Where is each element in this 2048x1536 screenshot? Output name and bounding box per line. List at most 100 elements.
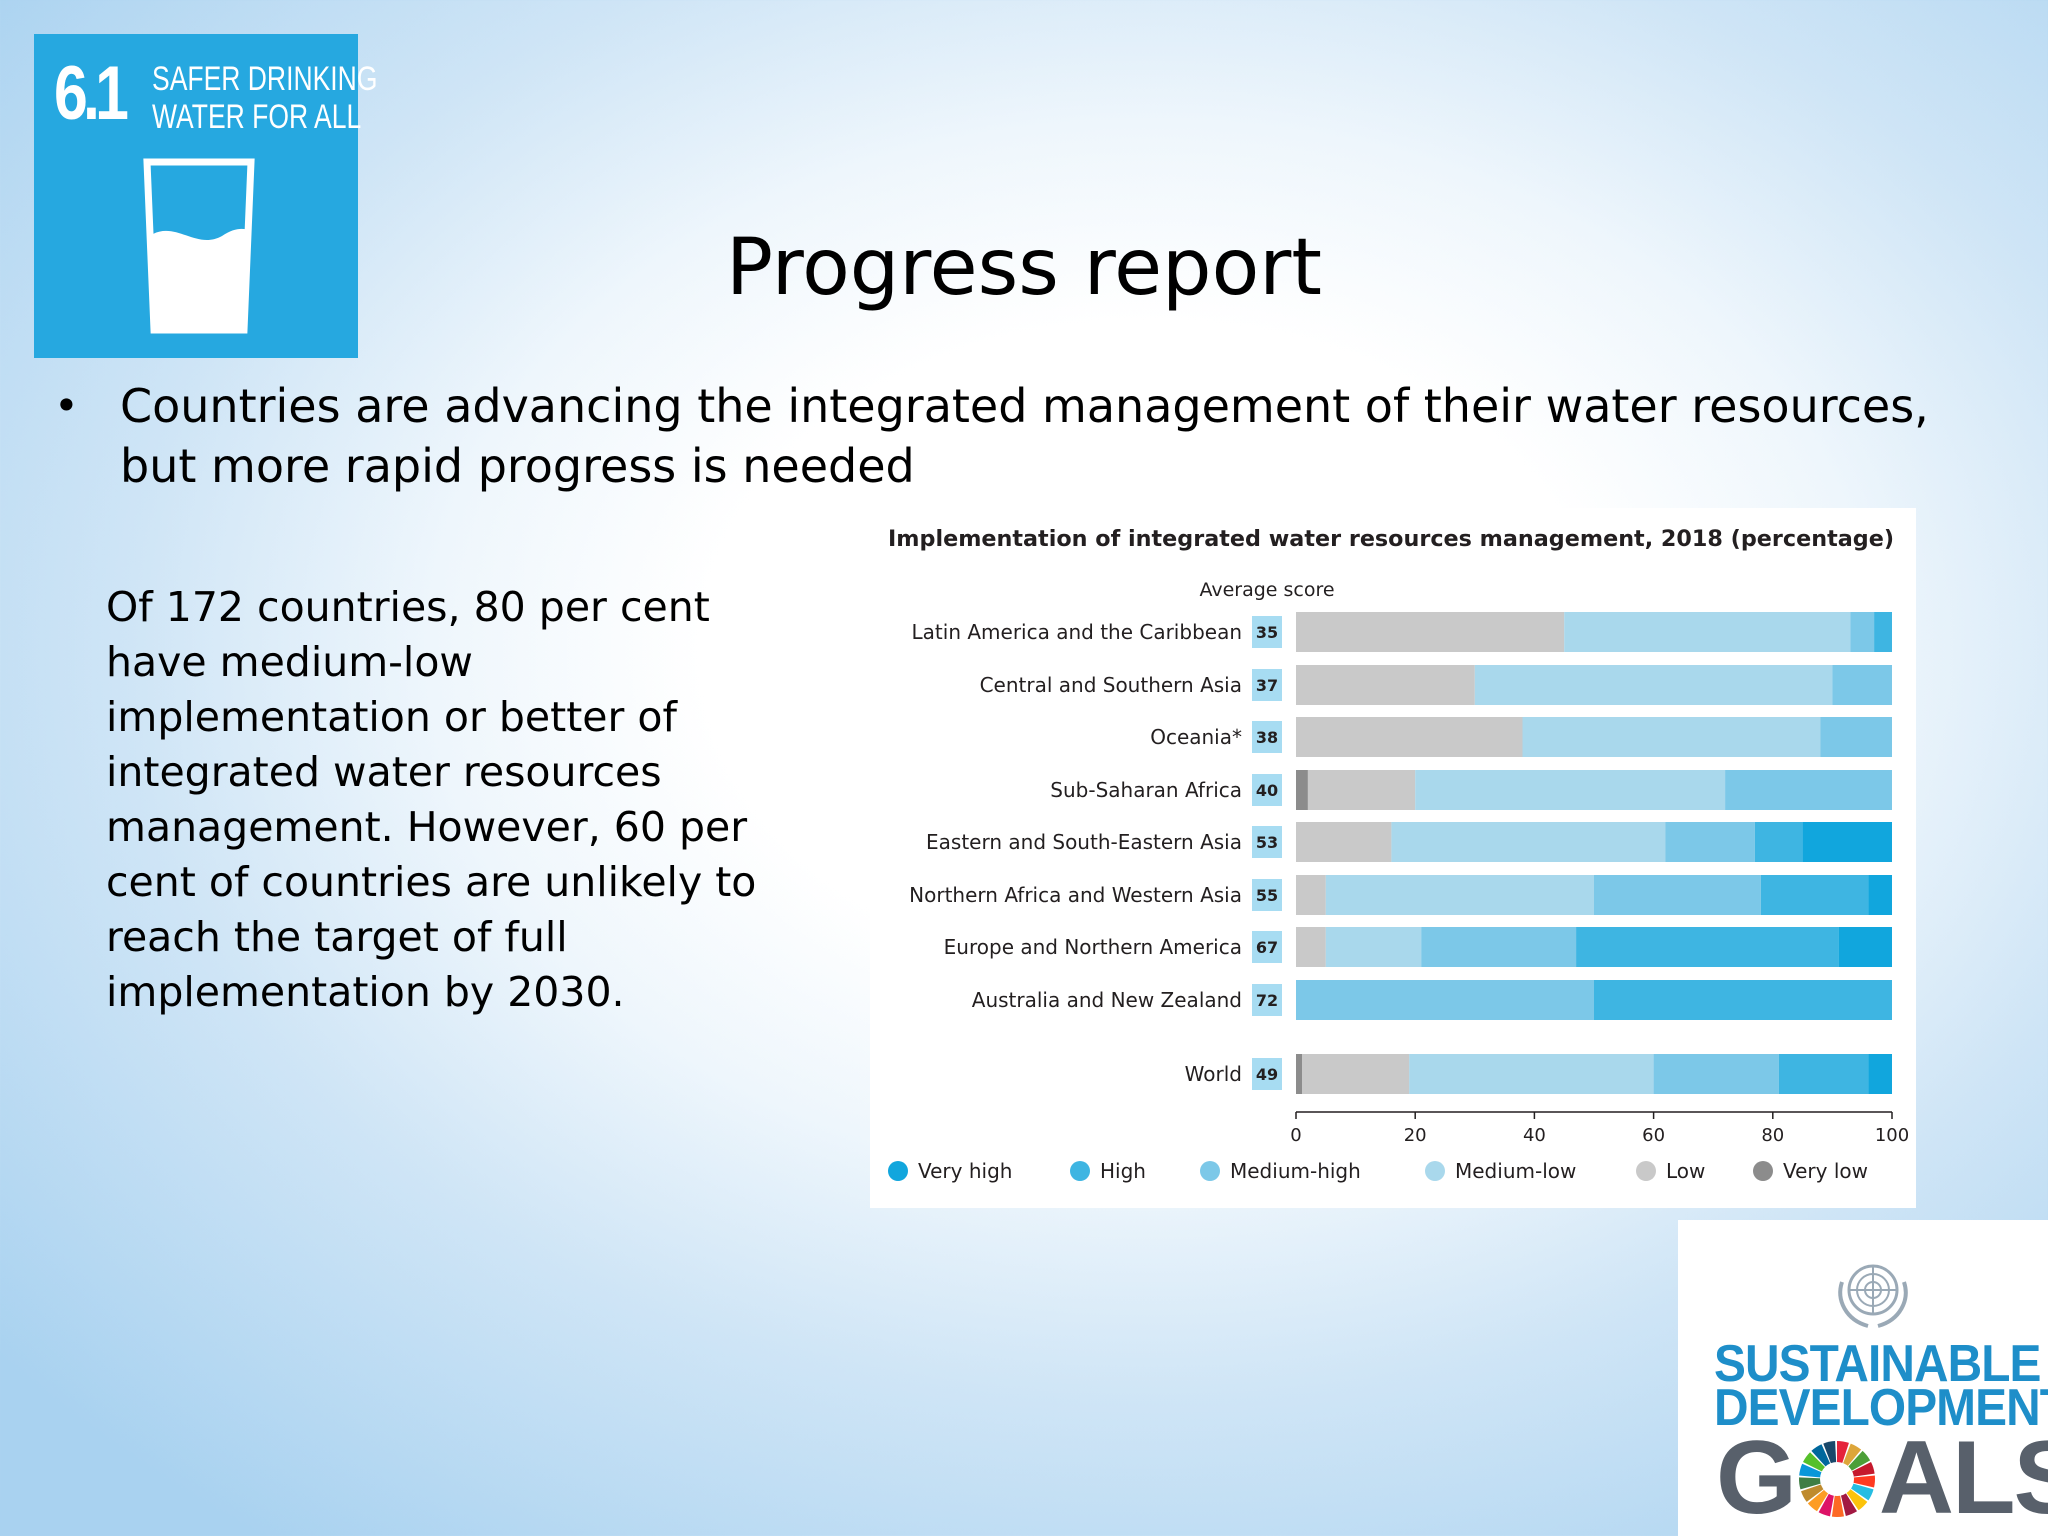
x-tick-label: 0 — [1290, 1125, 1301, 1146]
legend-label: Very high — [918, 1159, 1012, 1183]
legend-swatch — [1425, 1161, 1445, 1181]
iwrm-stacked-bar-chart: Implementation of integrated water resou… — [888, 527, 1909, 1183]
bar-segment-medium-low — [1415, 770, 1726, 810]
category-label: Central and Southern Asia — [980, 673, 1242, 697]
bar-segment-low — [1307, 770, 1416, 810]
sdg-logo-goals-als: ALS — [1878, 1420, 2048, 1536]
legend-label: High — [1100, 1159, 1146, 1183]
bar-segment-very-low — [1296, 1054, 1302, 1094]
x-tick-label: 100 — [1875, 1125, 1909, 1146]
bar-segment-medium-low — [1522, 717, 1821, 757]
bar-segment-very-high — [1868, 1054, 1892, 1094]
category-label: Oceania* — [1150, 725, 1242, 749]
bar-segment-high — [1754, 822, 1803, 862]
legend-label: Medium-high — [1230, 1159, 1361, 1183]
bar-segment-very-low — [1296, 770, 1308, 810]
category-label: Eastern and South-Eastern Asia — [926, 830, 1242, 854]
water-glass-icon — [143, 158, 255, 334]
bar-segment-very-high — [1838, 927, 1892, 967]
bar-segment-low — [1296, 822, 1392, 862]
sdg-color-wheel-icon — [1798, 1441, 1875, 1518]
score-box — [1252, 931, 1282, 963]
bar-segment-medium-low — [1474, 665, 1833, 705]
average-score-label: 37 — [1256, 676, 1278, 695]
sdg-logo-line2: DEVELOPMENT — [1714, 1379, 2048, 1437]
bar-segment-high — [1874, 612, 1892, 652]
sdg-goal-tile: 6.1 SAFER DRINKING WATER FOR ALL — [34, 34, 378, 358]
score-box — [1252, 616, 1282, 648]
bar-segment-low — [1296, 875, 1326, 915]
bar-segment-medium-high — [1832, 665, 1892, 705]
legend-swatch — [1753, 1161, 1773, 1181]
bar-segment-low — [1296, 717, 1523, 757]
bar-segment-medium-low — [1564, 612, 1851, 652]
x-tick-label: 80 — [1761, 1125, 1784, 1146]
category-label: World — [1185, 1062, 1242, 1086]
average-score-label: 40 — [1256, 781, 1278, 800]
sdg-logo-goals-word: G ALS — [1716, 1426, 2048, 1536]
bar-segment-high — [1576, 927, 1839, 967]
bar-segment-low — [1296, 927, 1326, 967]
bar-segment-high — [1594, 980, 1892, 1020]
sdg-goal-number: 6.1 — [54, 51, 129, 136]
bullet-text: Countries are advancing the integrated m… — [120, 379, 1929, 493]
sdg-logo-goals-g: G — [1716, 1420, 1797, 1536]
category-label: Latin America and the Caribbean — [912, 620, 1242, 644]
sdg-goal-title-line1: SAFER DRINKING — [152, 60, 378, 98]
x-axis: 0 20 40 60 80 100 — [1290, 1111, 1909, 1146]
sdg-goal-title-line2: WATER FOR ALL — [152, 98, 362, 136]
chart-panel: Implementation of integrated water resou… — [870, 508, 1916, 1208]
bar-segment-medium-high — [1296, 980, 1594, 1020]
bar-segment-medium-low — [1391, 822, 1666, 862]
category-label: Sub-Saharan Africa — [1050, 778, 1242, 802]
bar-segment-medium-low — [1325, 875, 1594, 915]
average-score-label: 49 — [1256, 1065, 1278, 1084]
bar-segment-low — [1296, 665, 1475, 705]
average-score-label: 38 — [1256, 728, 1278, 747]
bar-segment-medium-high — [1850, 612, 1875, 652]
bar-segment-high — [1778, 1054, 1869, 1094]
x-tick-label: 60 — [1642, 1125, 1665, 1146]
bar-segment-low — [1296, 612, 1565, 652]
bar-segment-very-high — [1802, 822, 1892, 862]
legend-swatch — [1070, 1161, 1090, 1181]
legend-label: Medium-low — [1455, 1159, 1576, 1183]
bar-segment-medium-low — [1409, 1054, 1654, 1094]
bar-segment-medium-high — [1421, 927, 1577, 967]
average-score-header: Average score — [1199, 579, 1334, 601]
sdg-logo: SUSTAINABLE DEVELOPMENT G ALS — [1678, 1220, 2048, 1536]
bullet-marker: • — [54, 381, 79, 430]
score-box — [1252, 1058, 1282, 1090]
bar-segment-high — [1760, 875, 1869, 915]
legend-swatch — [1200, 1161, 1220, 1181]
category-label: Australia and New Zealand — [972, 988, 1242, 1012]
bar-segment-medium-high — [1653, 1054, 1779, 1094]
x-tick-label: 40 — [1523, 1125, 1546, 1146]
bar-segment-medium-high — [1665, 822, 1755, 862]
legend-swatch — [1636, 1161, 1656, 1181]
sdg-logo-line1: SUSTAINABLE — [1714, 1335, 2041, 1393]
sdg-goal-title: SAFER DRINKING WATER FOR ALL — [152, 60, 378, 136]
bar-segment-medium-high — [1594, 875, 1761, 915]
bar-segment-low — [1302, 1054, 1410, 1094]
legend: Very high High Medium-high Medium-low Low Ver… — [888, 1159, 1868, 1183]
score-box — [1252, 984, 1282, 1016]
summary-paragraph: Of 172 countries, 80 per cent have mediu… — [106, 583, 757, 1016]
chart-title: Implementation of integrated water resou… — [888, 527, 1894, 552]
score-box — [1252, 826, 1282, 858]
legend-label: Very low — [1783, 1159, 1868, 1183]
average-score-label: 55 — [1256, 886, 1278, 905]
bars-layer: Latin America and the Caribbean 35 Central… — [909, 612, 1892, 1094]
average-score-label: 72 — [1256, 991, 1278, 1010]
x-tick-label: 20 — [1404, 1125, 1427, 1146]
average-score-label: 53 — [1256, 833, 1278, 852]
bar-segment-very-high — [1868, 875, 1892, 915]
score-box — [1252, 879, 1282, 911]
category-label: Europe and Northern America — [944, 935, 1242, 959]
legend-label: Low — [1666, 1159, 1705, 1183]
bar-segment-medium-high — [1820, 717, 1892, 757]
un-emblem-icon — [1838, 1264, 1908, 1328]
score-box — [1252, 669, 1282, 701]
legend-swatch — [888, 1161, 908, 1181]
bar-segment-medium-high — [1725, 770, 1892, 810]
